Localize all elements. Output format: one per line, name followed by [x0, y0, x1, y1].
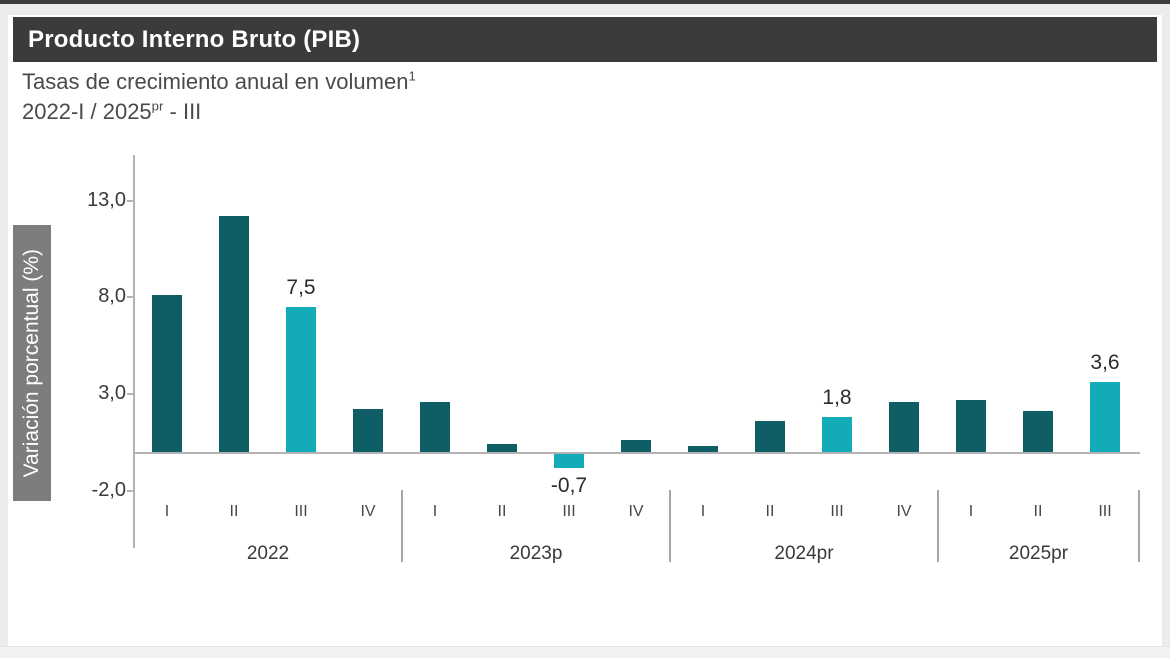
year-group-divider	[401, 490, 403, 562]
bar-2024pr-I	[688, 446, 718, 452]
quarter-tick-label: III	[562, 503, 576, 520]
quarter-tick-label: I	[968, 503, 974, 520]
bar-2022-II	[219, 216, 249, 452]
bar-2025pr-II	[1023, 411, 1053, 452]
bar-value-label-2023p-III: -0,7	[550, 473, 588, 497]
y-axis-label-box: Variación porcentual (%)	[13, 225, 51, 501]
bar-2024pr-IV	[889, 401, 919, 452]
y-tick-label: -2,0	[91, 478, 126, 501]
quarter-tick-label: II	[765, 503, 775, 520]
period-prefix: 2022-I / 2025	[22, 99, 152, 124]
quarter-tick-label: I	[164, 503, 170, 520]
bottom-border-strip	[0, 646, 1170, 658]
chart-title-bar: Producto Interno Bruto (PIB)	[13, 17, 1157, 62]
quarter-tick-label: II	[1033, 503, 1043, 520]
y-tick-mark	[127, 199, 134, 202]
bar-value-label-2022-III: 7,5	[286, 276, 316, 300]
year-group-divider	[669, 490, 671, 562]
quarter-tick-label: IV	[360, 503, 376, 520]
bar-2025pr-III	[1090, 382, 1120, 452]
quarter-tick-label: IV	[628, 503, 644, 520]
y-axis-label: Variación porcentual (%)	[20, 248, 43, 478]
quarter-tick-label: III	[1098, 503, 1112, 520]
quarter-tick-label: III	[294, 503, 308, 520]
y-tick-label: 13,0	[87, 188, 126, 211]
top-border-strip	[0, 0, 1170, 4]
content-panel	[8, 15, 1162, 646]
bar-2024pr-III	[822, 417, 852, 452]
y-tick-label: 3,0	[98, 382, 126, 404]
bar-2024pr-II	[755, 421, 785, 452]
y-tick-mark	[127, 489, 134, 492]
year-group-divider	[1138, 490, 1140, 562]
bar-2023p-III	[554, 454, 584, 468]
quarter-tick-label: II	[229, 503, 239, 520]
chart-subtitle: Tasas de crecimiento anual en volumen1	[22, 69, 416, 95]
quarter-tick-label: IV	[896, 503, 912, 520]
year-group-label: 2023p	[509, 543, 563, 564]
bar-2022-IV	[353, 409, 383, 452]
bar-2025pr-I	[956, 399, 986, 452]
bar-2023p-IV	[621, 440, 651, 452]
year-group-label: 2022	[246, 543, 290, 564]
period-suffix: - III	[163, 99, 202, 124]
bar-2023p-II	[487, 444, 517, 452]
quarter-tick-label: II	[497, 503, 507, 520]
subtitle-footnote-marker: 1	[408, 68, 416, 84]
bar-2022-I	[152, 295, 182, 452]
quarter-tick-label: III	[830, 503, 844, 520]
quarter-tick-label: I	[432, 503, 438, 520]
bar-value-label-2025pr-III: 3,6	[1090, 351, 1120, 375]
year-group-label: 2024pr	[774, 543, 834, 564]
chart-period-range: 2022-I / 2025pr - III	[22, 99, 201, 125]
y-axis-line	[133, 155, 135, 548]
y-tick-label: 8,0	[98, 285, 126, 308]
bar-2023p-I	[420, 401, 450, 452]
period-superscript: pr	[151, 98, 164, 114]
y-tick-mark	[127, 296, 134, 299]
y-tick-mark	[127, 393, 134, 395]
chart-title: Producto Interno Bruto (PIB)	[28, 26, 361, 53]
year-group-divider	[937, 490, 939, 562]
quarter-tick-label: I	[700, 503, 706, 520]
subtitle-text: Tasas de crecimiento anual en volumen	[22, 69, 409, 94]
year-group-label: 2025pr	[1008, 543, 1069, 564]
bar-value-label-2024pr-III: 1,8	[822, 386, 852, 410]
bar-2022-III	[286, 307, 316, 452]
zero-baseline	[134, 452, 1140, 454]
